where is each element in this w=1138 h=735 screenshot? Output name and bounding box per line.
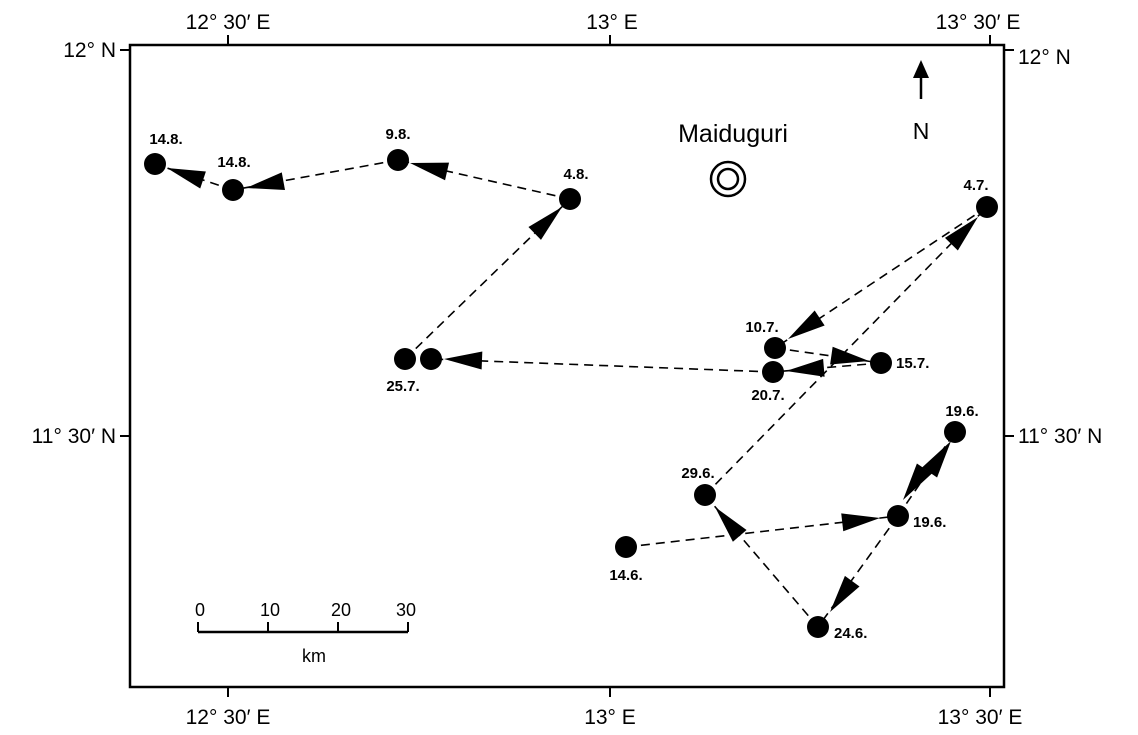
date-label-20-7: 20.7. (751, 387, 784, 404)
location-point-20-7 (762, 361, 784, 383)
arrowhead (410, 162, 450, 181)
axis-label-right-mid: 11° 30′ N (1018, 425, 1102, 448)
track-segment (704, 206, 988, 496)
location-point-25-7-a (394, 348, 416, 370)
date-label-9-8: 9.8. (385, 126, 410, 143)
track-segment (404, 198, 571, 360)
date-label-14-8-a: 14.8. (217, 154, 250, 171)
movement-track (154, 159, 988, 628)
scale-tick-label: 0 (195, 600, 205, 620)
axis-label-top-left: 12° 30′ E (186, 11, 271, 34)
north-arrow-icon (913, 60, 929, 99)
location-point-10-7 (764, 337, 786, 359)
map-frame (128, 43, 1006, 689)
location-point-14-6 (615, 536, 637, 558)
scale-bar (197, 622, 409, 634)
date-label-25-7: 25.7. (386, 378, 419, 395)
axis-label-left-mid: 11° 30′ N (32, 425, 116, 448)
date-label-19-6-b: 19.6. (945, 403, 978, 420)
date-label-19-6-a: 19.6. (913, 514, 946, 531)
axis-label-left-top: 12° N (63, 39, 116, 62)
axis-label-top-mid: 13° E (586, 11, 638, 34)
arrowhead (944, 217, 978, 251)
scale-tick-label: 20 (331, 600, 351, 620)
axis-label-bottom-right: 13° 30′ E (938, 706, 1023, 729)
axis-label-top-right: 13° 30′ E (936, 11, 1021, 34)
location-point-15-7 (870, 352, 892, 374)
location-points (144, 149, 998, 638)
axis-label-bottom-mid: 13° E (584, 706, 636, 729)
north-label: N (913, 118, 930, 144)
location-point-9-8 (387, 149, 409, 171)
axis-ticks (120, 35, 1014, 697)
location-point-24-6 (807, 616, 829, 638)
arrowhead (786, 358, 825, 377)
arrowhead (841, 513, 880, 532)
track-segment (430, 358, 774, 373)
arrowhead (830, 575, 860, 612)
arrowhead (715, 507, 747, 542)
date-label-29-6: 29.6. (681, 465, 714, 482)
arrowhead (167, 168, 206, 189)
scale-tick-label: 30 (396, 600, 416, 620)
date-label-24-6: 24.6. (834, 625, 867, 642)
city-label: Maiduguri (678, 120, 788, 148)
location-point-19-6-a (887, 505, 909, 527)
track-segment (774, 347, 882, 364)
date-label-14-8-b: 14.8. (149, 131, 182, 148)
date-label-10-7: 10.7. (745, 319, 778, 336)
location-point-14-8-a (222, 179, 244, 201)
location-point-14-8-b (144, 153, 166, 175)
arrowhead (903, 463, 932, 500)
arrowhead (830, 346, 869, 365)
date-label-14-6: 14.6. (609, 567, 642, 584)
date-label-15-7: 15.7. (896, 355, 929, 372)
location-point-25-7-b (420, 348, 442, 370)
axis-label-bottom-left: 12° 30′ E (186, 706, 271, 729)
track-arrowheads (167, 162, 978, 612)
location-point-19-6-b (944, 421, 966, 443)
scale-unit-label: km (302, 646, 326, 666)
arrowhead (246, 172, 285, 191)
axis-label-right-top: 12° N (1018, 46, 1071, 69)
arrowhead (528, 207, 562, 240)
location-point-4-7 (976, 196, 998, 218)
city-marker-icon (709, 160, 747, 198)
arrowhead (922, 441, 951, 478)
track-segment (817, 515, 899, 628)
date-label-4-7: 4.7. (963, 177, 988, 194)
scale-tick-label: 10 (260, 600, 280, 620)
location-point-29-6 (694, 484, 716, 506)
arrowhead (788, 310, 825, 339)
location-point-4-8 (559, 188, 581, 210)
date-label-4-8: 4.8. (563, 166, 588, 183)
arrowhead (444, 351, 483, 370)
